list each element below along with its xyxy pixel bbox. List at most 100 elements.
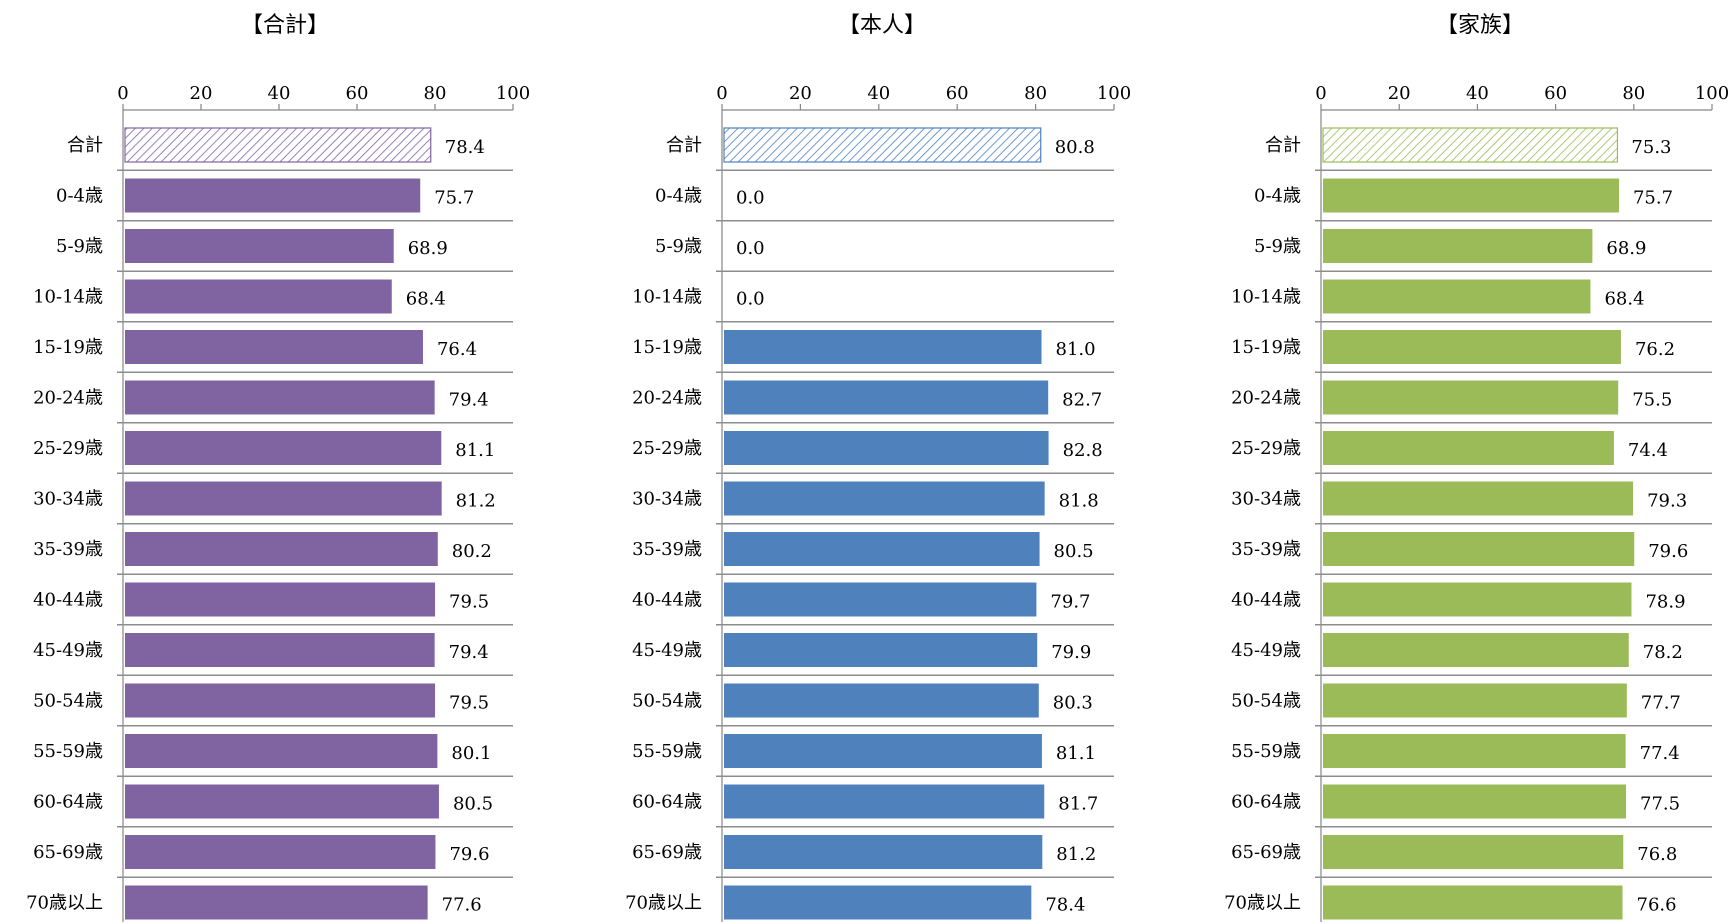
data-label: 76.2: [1635, 339, 1675, 360]
category-label: 25-29歳: [1231, 438, 1301, 459]
data-label: 0.0: [736, 188, 765, 209]
x-tick-label: 60: [1544, 83, 1567, 104]
category-label: 50-54歳: [1231, 691, 1301, 712]
category-label: 60-64歳: [632, 792, 702, 813]
category-label: 10-14歳: [632, 287, 702, 308]
panel-title: 【家族】: [1436, 13, 1524, 38]
bar: [724, 380, 1049, 415]
chart-panel-1: 【合計】 0 20 40 60 80 100 合計 78.4 0-4歳 75.7 5-9歳 68.9 10…: [26, 13, 530, 922]
bar: [724, 835, 1043, 869]
data-label: 81.2: [1056, 844, 1096, 865]
category-label: 25-29歳: [632, 438, 702, 459]
bar: [724, 582, 1037, 617]
category-label: 35-39歳: [33, 539, 103, 560]
data-label: 79.6: [449, 844, 489, 865]
category-label: 合計: [666, 135, 702, 156]
bar: [724, 633, 1038, 667]
category-label: 5-9歳: [655, 236, 702, 257]
bar: [125, 330, 423, 364]
data-label: 75.5: [1632, 390, 1672, 411]
x-tick-label: 20: [789, 83, 812, 104]
bar: [724, 885, 1032, 920]
data-label: 80.5: [453, 794, 493, 815]
bar: [1323, 178, 1619, 213]
data-label: 78.9: [1645, 592, 1685, 613]
bar: [1323, 279, 1591, 314]
category-label: 50-54歳: [33, 691, 103, 712]
x-tick-label: 80: [1024, 83, 1047, 104]
bar: [1323, 734, 1626, 768]
category-label: 60-64歳: [1231, 792, 1301, 813]
data-label: 68.4: [1604, 289, 1644, 310]
x-tick-label: 0: [1315, 83, 1326, 104]
category-label: 5-9歳: [56, 236, 103, 257]
x-tick-label: 20: [190, 83, 213, 104]
category-label: 35-39歳: [1231, 539, 1301, 560]
bar: [125, 784, 439, 819]
data-label: 79.6: [1648, 541, 1688, 562]
bar: [125, 380, 435, 415]
data-label: 79.5: [449, 592, 489, 613]
data-label: 75.3: [1631, 137, 1671, 158]
chart-panel-2: 【本人】 0 20 40 60 80 100 合計 80.8 0-4歳 0.0 5-9歳 0.0 10-1…: [625, 13, 1131, 922]
category-label: 65-69歳: [33, 842, 103, 863]
category-label: 15-19歳: [1231, 337, 1301, 358]
category-label: 65-69歳: [1231, 842, 1301, 863]
category-label: 25-29歳: [33, 438, 103, 459]
x-tick-label: 60: [346, 83, 369, 104]
category-label: 20-24歳: [632, 388, 702, 409]
data-label: 78.4: [1045, 895, 1085, 916]
category-label: 15-19歳: [632, 337, 702, 358]
data-label: 0.0: [736, 289, 765, 310]
category-label: 30-34歳: [632, 489, 702, 510]
bar: [724, 683, 1039, 718]
x-tick-label: 40: [268, 83, 291, 104]
category-label: 20-24歳: [33, 388, 103, 409]
x-tick-label: 80: [424, 83, 447, 104]
category-label: 合計: [67, 135, 103, 156]
bar: [724, 734, 1042, 768]
category-label: 45-49歳: [33, 640, 103, 661]
x-tick-label: 80: [1622, 83, 1645, 104]
bar: [1323, 582, 1632, 617]
category-label: 50-54歳: [632, 691, 702, 712]
category-label: 60-64歳: [33, 792, 103, 813]
data-label: 68.9: [1606, 238, 1646, 259]
bar: [1323, 885, 1623, 920]
bar: [1323, 481, 1634, 516]
category-label: 30-34歳: [33, 489, 103, 510]
x-tick-label: 20: [1388, 83, 1411, 104]
category-label: 15-19歳: [33, 337, 103, 358]
category-label: 40-44歳: [1231, 590, 1301, 611]
category-label: 40-44歳: [632, 590, 702, 611]
data-label: 82.8: [1063, 440, 1103, 461]
data-label: 80.1: [451, 743, 491, 764]
bar: [125, 481, 442, 516]
bar-total: [723, 127, 1042, 163]
category-label: 70歳以上: [625, 893, 702, 914]
panel-title: 【合計】: [241, 13, 329, 38]
data-label: 0.0: [736, 238, 765, 259]
data-label: 81.2: [456, 491, 496, 512]
category-label: 55-59歳: [33, 741, 103, 762]
panel-title: 【本人】: [838, 13, 926, 38]
x-tick-label: 100: [496, 83, 530, 104]
data-label: 79.5: [449, 693, 489, 714]
bar: [125, 734, 438, 768]
bar: [1323, 380, 1619, 415]
bar: [724, 481, 1045, 516]
bar: [125, 683, 436, 718]
bar: [1323, 784, 1627, 819]
category-label: 55-59歳: [632, 741, 702, 762]
data-label: 81.8: [1059, 491, 1099, 512]
bar: [125, 178, 421, 213]
data-label: 81.1: [455, 440, 495, 461]
chart-panel-3: 【家族】 0 20 40 60 80 100 合計 75.3 0-4歳 75.7 5-9歳 68.9 10…: [1224, 13, 1729, 922]
data-label: 76.8: [1637, 844, 1677, 865]
x-tick-label: 100: [1695, 83, 1729, 104]
bar: [125, 431, 442, 465]
category-label: 35-39歳: [632, 539, 702, 560]
category-label: 45-49歳: [632, 640, 702, 661]
bar: [1323, 835, 1624, 869]
category-label: 5-9歳: [1254, 236, 1301, 257]
